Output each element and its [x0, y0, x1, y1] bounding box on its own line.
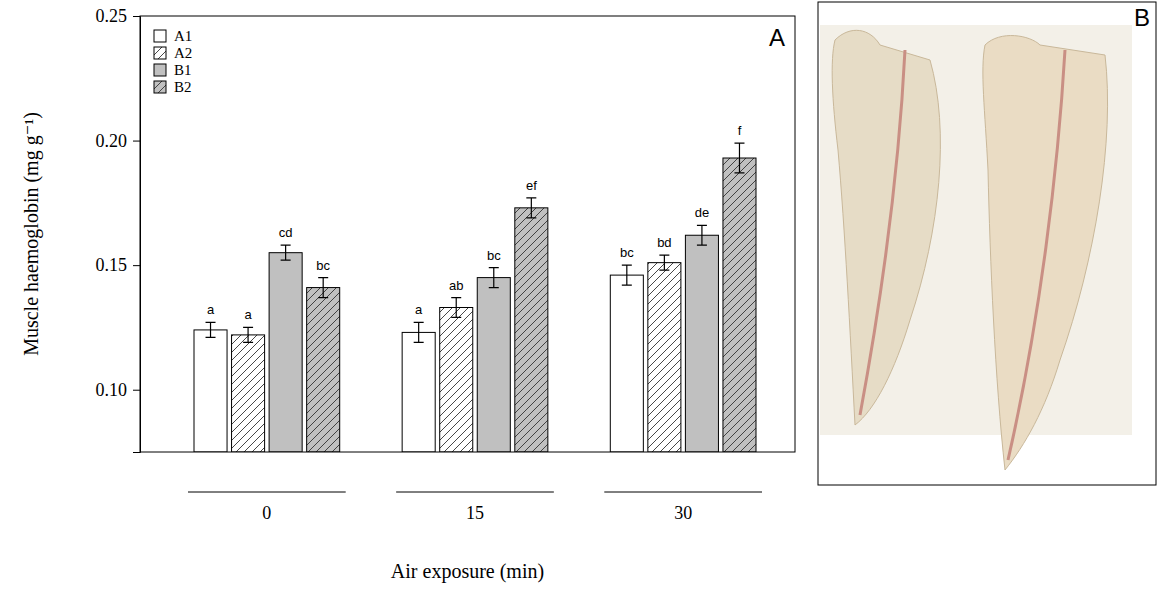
- panel-letter: A: [769, 24, 785, 51]
- error-bar: [526, 198, 536, 218]
- group-line: [396, 492, 554, 493]
- fillet: [983, 36, 1108, 470]
- y-axis-title: Muscle haemoglobin (mg g⁻¹): [20, 112, 43, 356]
- x-axis-title: Air exposure (min): [391, 560, 544, 583]
- x-tick: 0: [262, 492, 271, 523]
- fillet-line: [860, 50, 905, 415]
- error-bar: [659, 255, 669, 270]
- legend-label: A1: [174, 28, 192, 44]
- y-axis: 0.10 0.15 0.20 0.25: [96, 6, 141, 452]
- plot-area: [194, 143, 756, 452]
- error-bar: [697, 225, 707, 245]
- panel-letter: B: [1134, 4, 1150, 31]
- bar: [477, 278, 510, 452]
- tick-label: 0: [262, 503, 271, 523]
- significance-letter: ab: [449, 278, 463, 293]
- x-tick: 30: [674, 492, 692, 523]
- group-line: [188, 492, 346, 493]
- legend-item: A1: [154, 28, 192, 44]
- legend-swatch: [154, 64, 166, 76]
- legend-item: B2: [154, 79, 192, 95]
- significance-letter: a: [207, 302, 215, 317]
- legend: A1A2B1B2: [154, 28, 192, 95]
- legend-label: A2: [174, 45, 192, 61]
- group-line: [604, 492, 762, 493]
- bar: [648, 263, 681, 452]
- annotations: a a bc a ab bd cd bc de bc ef f: [207, 123, 742, 322]
- fillet-line: [1008, 50, 1065, 460]
- axis-line: [133, 17, 141, 453]
- legend-label: B1: [174, 62, 192, 78]
- y-tick: 0.20: [96, 131, 141, 151]
- tick-label: 0.15: [96, 255, 128, 275]
- bar: [515, 208, 548, 452]
- error-bar: [489, 268, 499, 288]
- legend-item: A2: [154, 45, 192, 61]
- significance-letter: cd: [279, 225, 293, 240]
- tick-mark: [133, 16, 140, 17]
- bar: [723, 158, 756, 452]
- tick-mark: [133, 265, 140, 266]
- significance-letter: bd: [657, 235, 671, 250]
- panel-b: B: [818, 2, 1156, 485]
- significance-letter: f: [738, 123, 742, 138]
- y-tick: 0.25: [96, 6, 141, 26]
- bar: [232, 335, 265, 452]
- error-bar: [318, 278, 328, 298]
- bar: [269, 253, 302, 452]
- tick-mark: [133, 141, 140, 142]
- error-bar: [622, 265, 632, 285]
- legend-swatch: [154, 47, 166, 59]
- y-tick: 0.15: [96, 255, 141, 275]
- significance-letter: bc: [316, 258, 330, 273]
- x-tick: 15: [466, 492, 484, 523]
- fillet: [832, 30, 940, 425]
- bar: [402, 332, 435, 452]
- y-tick: 0.10: [96, 380, 141, 400]
- significance-letter: bc: [620, 245, 634, 260]
- significance-letter: a: [415, 302, 423, 317]
- error-bar: [281, 245, 291, 260]
- legend-label: B2: [174, 79, 192, 95]
- error-bar: [734, 143, 744, 173]
- plot-frame: [140, 16, 795, 452]
- tick-label: 0.10: [96, 380, 128, 400]
- tick-label: 15: [466, 503, 484, 523]
- significance-letter: ef: [526, 178, 537, 193]
- bar: [194, 330, 227, 452]
- bar: [685, 235, 718, 452]
- tick-label: 30: [674, 503, 692, 523]
- tick-mark: [133, 390, 140, 391]
- tick-label: 0.25: [96, 6, 128, 26]
- chart-svg: a a bc a ab bd cd bc de bc ef f 0.10 0.15 0.20 0.25 0 15 3…: [0, 0, 1161, 594]
- bar: [610, 275, 643, 452]
- x-axis: 0 15 30: [262, 492, 692, 523]
- significance-letter: bc: [487, 248, 501, 263]
- panel-frame: [818, 2, 1156, 485]
- bar: [307, 288, 340, 452]
- significance-letter: de: [695, 205, 709, 220]
- bar: [440, 307, 473, 452]
- error-bar: [206, 322, 216, 337]
- legend-item: B1: [154, 62, 192, 78]
- legend-swatch: [154, 81, 166, 93]
- tick-label: 0.20: [96, 131, 128, 151]
- significance-letter: a: [244, 307, 252, 322]
- error-bar: [414, 322, 424, 342]
- error-bar: [243, 327, 253, 342]
- legend-swatch: [154, 30, 166, 42]
- error-bar: [451, 298, 461, 318]
